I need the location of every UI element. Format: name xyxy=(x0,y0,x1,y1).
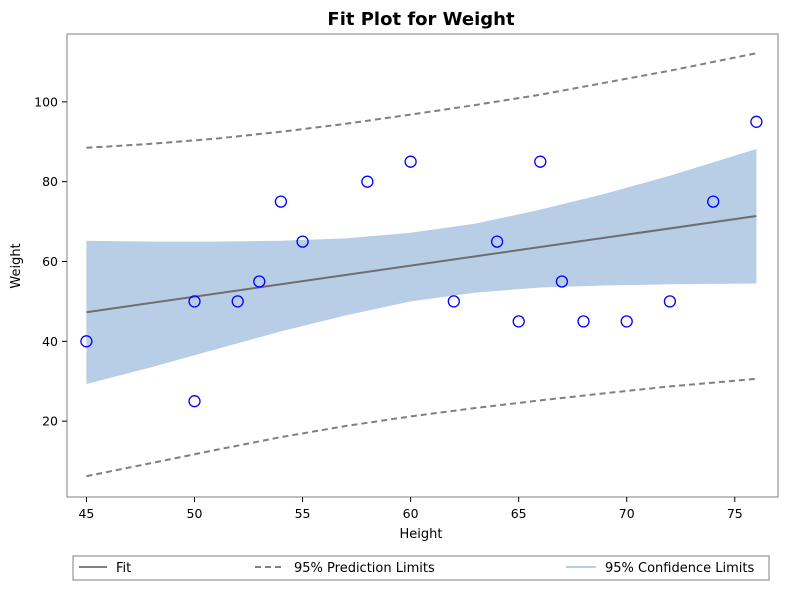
legend-frame xyxy=(72,555,770,581)
data-point xyxy=(490,235,504,248)
x-tick-label: 75 xyxy=(727,506,743,521)
fit-line-segment xyxy=(86,215,757,314)
x-tick-label: 50 xyxy=(187,506,203,521)
y-tick-label: 20 xyxy=(42,414,58,429)
x-tick-label: 55 xyxy=(295,506,311,521)
data-point xyxy=(361,175,374,188)
x-tick-label: 65 xyxy=(511,506,527,521)
data-point xyxy=(274,195,288,208)
data-point xyxy=(534,155,547,168)
data-point xyxy=(447,295,460,308)
data-point xyxy=(188,395,201,408)
legend: Fit 95% Prediction Limits 95% Confidence… xyxy=(72,555,770,581)
legend-fit-label: Fit xyxy=(116,561,131,576)
y-tick-label: 60 xyxy=(42,254,58,269)
confidence-band-area xyxy=(86,149,757,384)
plot-frame xyxy=(66,33,779,498)
scatter-points xyxy=(80,115,763,408)
data-point xyxy=(80,335,93,348)
data-point xyxy=(253,275,266,288)
y-tick-label: 100 xyxy=(34,94,58,109)
chart-title: Fit Plot for Weight xyxy=(327,9,515,30)
y-axis-ticks: 20 40 60 80 100 xyxy=(34,94,67,429)
prediction-limit-upper xyxy=(86,52,757,149)
data-point xyxy=(231,295,244,308)
x-tick-label: 70 xyxy=(619,506,635,521)
data-point xyxy=(404,155,417,168)
prediction-limit-lower xyxy=(86,377,757,478)
y-tick-label: 40 xyxy=(42,334,58,349)
x-axis-label: Height xyxy=(400,527,443,542)
data-point xyxy=(620,315,633,328)
legend-confidence-label: 95% Confidence Limits xyxy=(605,561,754,576)
data-point xyxy=(577,315,590,328)
data-point xyxy=(663,295,677,308)
x-tick-label: 45 xyxy=(78,506,94,521)
data-point xyxy=(750,115,763,128)
legend-prediction-label: 95% Prediction Limits xyxy=(294,561,435,576)
x-tick-label: 60 xyxy=(403,506,419,521)
data-point xyxy=(707,195,720,208)
data-point xyxy=(296,235,309,248)
fit-line xyxy=(86,215,757,314)
plot-area xyxy=(80,52,763,478)
prediction-limits xyxy=(86,52,757,478)
y-axis-label: Weight xyxy=(9,243,24,288)
data-point xyxy=(555,275,569,288)
x-axis-ticks: 45 50 55 60 65 70 75 xyxy=(78,497,743,521)
y-tick-label: 80 xyxy=(42,174,58,189)
confidence-band xyxy=(86,149,757,384)
data-point xyxy=(188,295,201,308)
data-point xyxy=(512,315,525,328)
